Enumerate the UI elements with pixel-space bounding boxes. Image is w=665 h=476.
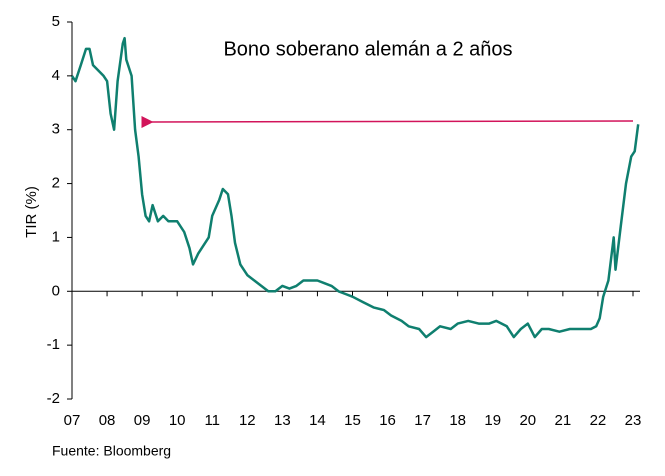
source: Fuente: Bloomberg (52, 443, 171, 459)
y-tick-label: 5 (52, 13, 60, 30)
annotation-arrow (141, 116, 634, 129)
y-tick-label: 1 (52, 228, 60, 245)
y-tick-label: -1 (47, 336, 60, 353)
y-tick-label: 2 (52, 175, 60, 192)
x-tick-label: 22 (590, 412, 607, 429)
y-tick-label: 0 (52, 282, 60, 299)
x-tick-label: 09 (134, 412, 151, 429)
x-tick-label: 19 (484, 412, 501, 429)
x-tick-label: 15 (344, 412, 361, 429)
x-tick-label: 12 (239, 412, 256, 429)
y-axis-label: TIR (%) (23, 186, 40, 238)
x-tick-label: 10 (169, 412, 186, 429)
x-tick-label: 11 (204, 412, 220, 429)
data-line (70, 36, 640, 339)
x-tick-label: 23 (625, 412, 642, 429)
x-tick-label: 17 (414, 412, 431, 429)
x-tick-label: 21 (555, 412, 572, 429)
x-tick-label: 20 (519, 412, 536, 429)
x-tick-label: 16 (379, 412, 396, 429)
x-tick-label: 14 (309, 412, 326, 429)
y-tick-label: 4 (52, 67, 60, 84)
x-tick-label: 18 (449, 412, 466, 429)
y-tick-label: -2 (47, 390, 60, 407)
y-tick-label: 3 (52, 121, 60, 138)
chart-title: Bono soberano alemán a 2 años (223, 38, 512, 60)
x-tick-label: 13 (274, 412, 291, 429)
x-tick-label: 07 (64, 412, 81, 429)
x-tick-label: 08 (99, 412, 116, 429)
